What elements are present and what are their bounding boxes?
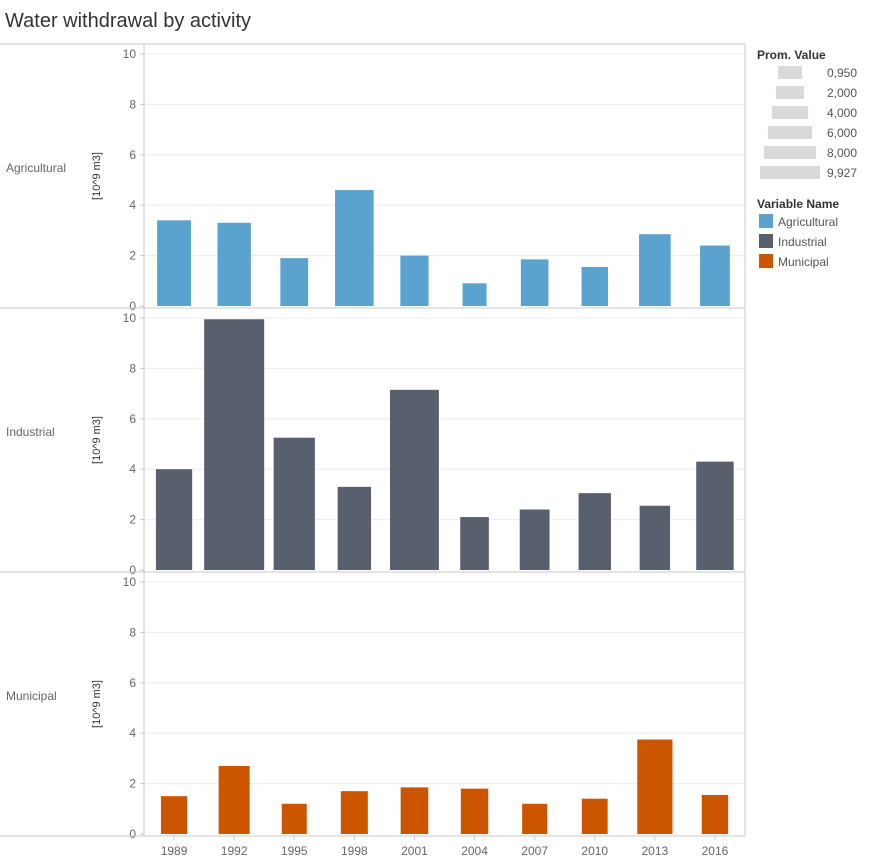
y-axis-title: [10^9 m3] [91,416,103,464]
x-tick-label: 2007 [521,844,548,858]
bar-industrial-1995[interactable] [273,437,315,570]
y-tick-label: 6 [129,148,136,162]
y-tick-label: 6 [129,676,136,690]
chart-title: Water withdrawal by activity [5,10,251,32]
size-legend-swatch [778,66,802,79]
color-legend-label[interactable]: Municipal [778,255,829,269]
x-tick-label: 2001 [401,844,428,858]
y-tick-label: 0 [129,299,136,313]
y-axis-title: [10^9 m3] [91,152,103,200]
y-axis-title: [10^9 m3] [91,680,103,728]
bar-agricultural-1992[interactable] [217,222,251,306]
color-legend-label[interactable]: Industrial [778,235,827,249]
y-tick-label: 6 [129,412,136,426]
bar-industrial-2010[interactable] [578,493,611,570]
color-legend: Variable Name Agricultural Industrial Muni… [757,197,839,269]
bar-agricultural-2013[interactable] [639,234,671,306]
y-tick-label: 0 [129,563,136,577]
size-legend-label: 6,000 [827,126,857,140]
bar-agricultural-2004[interactable] [462,283,487,306]
color-legend-title: Variable Name [757,197,839,211]
bar-agricultural-2007[interactable] [520,259,549,306]
bar-agricultural-2010[interactable] [581,266,608,306]
bar-industrial-2004[interactable] [460,517,489,570]
color-legend-swatch [759,234,773,248]
bar-municipal-2001[interactable] [400,787,429,834]
x-tick-label: 2004 [461,844,488,858]
bar-municipal-2010[interactable] [581,798,608,834]
bar-agricultural-1998[interactable] [335,190,374,306]
color-legend-swatch [759,214,773,228]
color-legend-swatch [759,254,773,268]
x-tick-label: 2016 [702,844,729,858]
y-tick-label: 4 [129,462,136,476]
size-legend-label: 9,927 [827,166,857,180]
color-legend-label[interactable]: Agricultural [778,215,838,229]
x-tick-label: 1998 [341,844,368,858]
y-tick-label: 10 [123,311,137,325]
bar-municipal-2007[interactable] [522,803,548,834]
bar-municipal-1995[interactable] [281,803,307,834]
panel-agricultural: 0 2 4 6 8 10 [10^9 m3] Agricultural [0,44,745,313]
size-legend-label: 0,950 [827,66,857,80]
bar-industrial-1989[interactable] [155,469,193,570]
y-tick-label: 2 [129,513,136,527]
bar-agricultural-2001[interactable] [400,255,429,306]
y-tick-label: 2 [129,249,136,263]
bar-agricultural-2016[interactable] [700,245,730,306]
bar-municipal-2013[interactable] [637,739,673,835]
bar-industrial-1992[interactable] [204,319,265,570]
bar-municipal-1989[interactable] [160,796,188,834]
bar-industrial-1998[interactable] [337,486,372,570]
bar-municipal-2016[interactable] [701,794,729,834]
y-tick-label: 10 [123,47,137,61]
x-tick-label: 1992 [221,844,248,858]
bar-municipal-1992[interactable] [218,765,250,834]
y-tick-label: 8 [129,97,136,111]
size-legend-swatch [760,166,820,179]
y-tick-label: 10 [123,575,137,589]
panel-municipal: 0 2 4 6 8 10 [10^9 m3] Municipal [0,572,745,841]
size-legend: Prom. Value 0,950 2,000 4,000 6,000 8,000 9,9… [757,48,857,180]
x-tick-label: 2013 [641,844,668,858]
x-axis: 1989 1992 1995 1998 2001 2004 2007 2010 2013 2016 [161,836,729,858]
size-legend-label: 4,000 [827,106,857,120]
y-tick-label: 8 [129,361,136,375]
panel-industrial: 0 2 4 6 8 10 [10^9 m3] Industrial [0,308,745,577]
bar-industrial-2001[interactable] [390,389,439,570]
size-legend-swatch [771,106,809,119]
x-tick-label: 1989 [161,844,188,858]
y-tick-label: 2 [129,777,136,791]
size-legend-swatch [767,126,813,139]
bar-municipal-2004[interactable] [460,788,489,834]
bar-agricultural-1989[interactable] [157,220,191,306]
size-legend-swatch [775,86,805,99]
row-label: Municipal [6,689,57,703]
size-legend-label: 2,000 [827,86,857,100]
row-label: Industrial [6,425,55,439]
bar-agricultural-1995[interactable] [280,258,309,306]
y-tick-label: 4 [129,198,136,212]
bar-industrial-2016[interactable] [696,461,734,570]
y-tick-label: 4 [129,726,136,740]
row-label: Agricultural [6,161,66,175]
bar-industrial-2013[interactable] [639,505,671,570]
size-legend-swatch [763,146,817,159]
bar-municipal-1998[interactable] [340,791,368,834]
x-tick-label: 1995 [281,844,308,858]
x-tick-label: 2010 [581,844,608,858]
size-legend-title: Prom. Value [757,48,826,62]
chart-panels: 0 2 4 6 8 10 [10^9 m3] Agricultural 0 2 4 6 8 10 [10^9… [0,43,746,841]
bar-industrial-2007[interactable] [519,509,550,570]
y-tick-label: 0 [129,827,136,841]
size-legend-label: 8,000 [827,146,857,160]
y-tick-label: 8 [129,625,136,639]
